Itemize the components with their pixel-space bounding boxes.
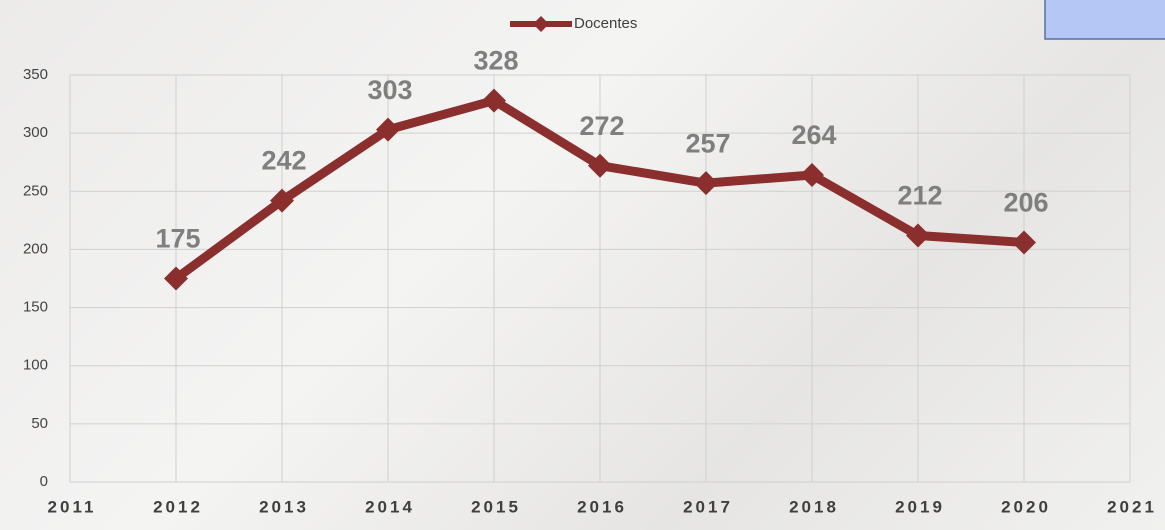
corner-box [1044,0,1165,40]
data-label: 206 [1003,188,1048,218]
x-tick-label: 2017 [683,497,733,516]
x-tick-label: 2019 [895,497,945,516]
data-label: 242 [261,146,306,176]
marker [800,163,824,188]
y-tick-label: 150 [23,299,48,316]
data-label: 175 [155,224,200,254]
marker [694,171,718,196]
x-tick-label: 2013 [259,497,309,516]
x-tick-label: 2018 [789,497,839,516]
y-tick-label: 350 [23,66,48,83]
marker [376,117,400,142]
x-tick-label: 2011 [48,497,97,516]
x-tick-label: 2016 [577,497,627,516]
data-label: 257 [685,128,730,158]
y-tick-label: 200 [23,240,48,257]
marker [270,188,294,213]
legend-marker [533,16,549,32]
y-tick-label: 250 [23,182,48,199]
marker [906,223,930,248]
marker [588,153,612,178]
data-label: 328 [473,46,518,76]
marker [482,88,506,113]
y-tick-label: 0 [40,473,48,490]
data-label: 264 [791,120,836,150]
data-label: 212 [897,181,942,211]
x-tick-label: 2021 [1107,497,1157,516]
data-label: 303 [367,75,412,105]
x-tick-label: 2015 [471,497,521,516]
x-tick-label: 2012 [153,497,203,516]
marker [1012,230,1036,255]
marker [164,266,188,291]
x-tick-label: 2020 [1001,497,1051,516]
x-tick-label: 2014 [365,497,415,516]
y-tick-label: 300 [23,124,48,141]
data-label: 272 [579,111,624,141]
legend-label: Docentes [574,15,637,32]
y-tick-label: 100 [23,357,48,374]
y-tick-label: 50 [31,415,48,432]
